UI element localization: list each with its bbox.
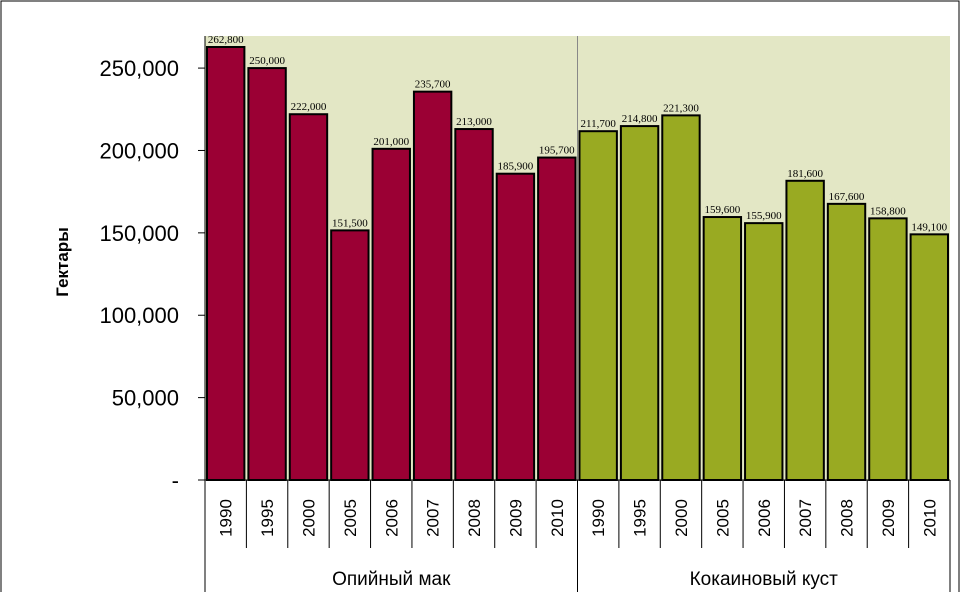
bar: [702, 216, 743, 481]
x-tick-label: 1995: [258, 499, 277, 537]
x-axis: 1990 1995 2000 2005 2006 2007 2008 2009 2010 Опий…: [204, 479, 951, 592]
x-tick-label: 2005: [713, 499, 732, 537]
data-label: 211,700: [581, 118, 617, 130]
group-label: Опийный мак: [332, 569, 451, 590]
data-label: 195,700: [539, 145, 575, 157]
bar: [661, 114, 701, 481]
x-tick-label: 2000: [672, 499, 691, 537]
x-tick-label: 2006: [755, 499, 774, 537]
data-label: 222,000: [291, 101, 327, 113]
x-tick-label: 2005: [341, 499, 360, 537]
x-tick-label: 2009: [879, 499, 898, 537]
y-tick-label: 200,000: [99, 138, 179, 163]
data-label: 167,600: [829, 191, 865, 203]
bars-layer: [206, 36, 949, 482]
data-label: 214,800: [622, 113, 658, 125]
y-axis: - 50,000 100,000 150,000 200,000 250,000: [99, 36, 206, 493]
x-tick-label: 2008: [465, 499, 484, 537]
x-tick-label: 2000: [299, 499, 318, 537]
bar: [619, 125, 660, 481]
data-label: 201,000: [373, 136, 409, 148]
data-label: 181,600: [787, 168, 823, 180]
data-label: 151,500: [332, 217, 368, 229]
bar: [744, 222, 784, 481]
bar: [785, 179, 825, 482]
bar: [206, 46, 246, 481]
bar: [247, 67, 287, 481]
bar: [288, 113, 329, 481]
y-tick-label: 100,000: [99, 303, 179, 328]
bar: [330, 229, 370, 481]
bar: [454, 128, 494, 481]
data-label: 158,800: [870, 205, 906, 217]
x-tick-label: 2006: [382, 499, 401, 537]
x-tick-label: 2009: [506, 499, 525, 537]
bar: [537, 156, 577, 481]
x-tick-label: 2008: [838, 499, 857, 537]
data-label: 185,900: [498, 161, 534, 173]
x-tick-label: 1990: [589, 499, 608, 537]
data-label: 159,600: [704, 204, 740, 216]
data-label: 149,100: [911, 221, 947, 233]
bar: [909, 233, 949, 481]
data-label: 213,000: [456, 116, 492, 128]
x-tick-label: 1990: [217, 499, 236, 537]
y-axis-title: Гектары: [53, 227, 72, 296]
bar: [495, 172, 536, 481]
x-tick-label: 2007: [424, 499, 443, 537]
x-tick-label: 1995: [631, 499, 650, 537]
y-tick-label: 150,000: [99, 221, 179, 246]
data-label: 262,800: [208, 34, 244, 46]
y-tick-label: -: [172, 468, 179, 493]
x-tick-label: 2007: [796, 499, 815, 537]
data-label: 221,300: [663, 102, 699, 114]
data-label: 250,000: [249, 55, 285, 67]
x-tick-label: 2010: [920, 499, 939, 537]
bar: [868, 217, 908, 481]
bar: [412, 90, 453, 481]
data-label: 235,700: [415, 79, 451, 91]
bar: [826, 202, 867, 481]
group-label: Кокаиновый куст: [690, 569, 839, 590]
x-tick-label: 2010: [548, 499, 567, 537]
bar: [578, 130, 618, 481]
y-tick-label: 250,000: [99, 56, 179, 81]
data-label: 155,900: [746, 210, 782, 222]
data-labels-layer: 262,800 250,000 222,000 151,500 201,000 235,7…: [208, 34, 948, 233]
bar: [371, 147, 411, 482]
y-tick-label: 50,000: [112, 386, 179, 411]
